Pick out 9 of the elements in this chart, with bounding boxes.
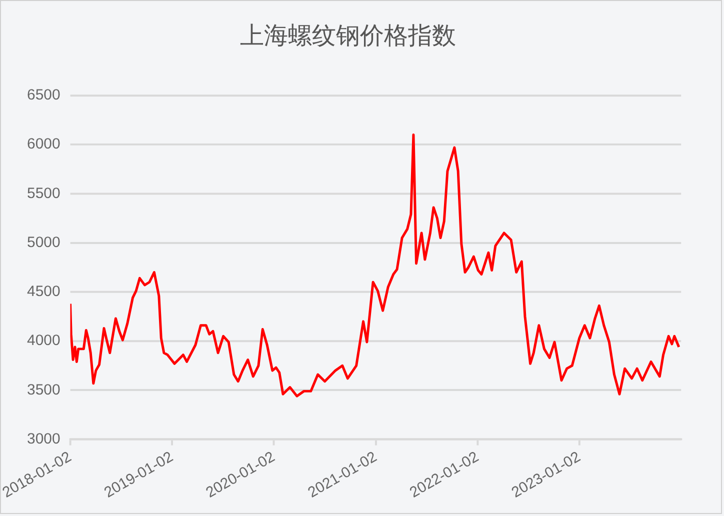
- y-tick-label: 3000: [27, 430, 60, 448]
- y-tick-label: 6000: [27, 136, 60, 153]
- y-tick-label: 6500: [27, 86, 60, 104]
- y-tick-label: 3500: [27, 381, 60, 398]
- y-tick-label: 4000: [27, 332, 60, 350]
- y-tick-label: 4500: [27, 283, 60, 300]
- y-tick-label: 5500: [27, 184, 60, 202]
- chart-title: 上海螺纹钢价格指数: [240, 21, 456, 50]
- y-tick-label: 5000: [27, 234, 60, 251]
